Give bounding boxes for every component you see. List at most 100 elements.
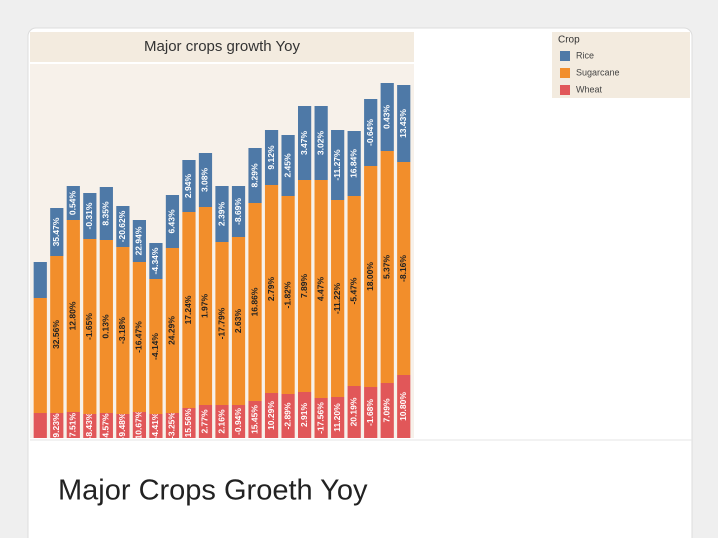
bar-segment <box>314 398 328 438</box>
bar-segment <box>33 262 47 298</box>
bar-segment <box>50 256 64 413</box>
bar-segment <box>215 242 229 405</box>
bar-segment <box>198 153 213 207</box>
data-label: 2.79% <box>266 277 276 302</box>
data-label: -9.48% <box>117 412 127 439</box>
bar-segment <box>231 405 246 438</box>
data-label: 7.89% <box>299 274 309 299</box>
data-label: -1.68% <box>365 399 375 426</box>
bar-segment <box>50 208 64 256</box>
bar-segment <box>231 186 246 237</box>
bar-segment <box>281 135 295 196</box>
bar-segment <box>298 392 312 438</box>
data-label: -4.34% <box>150 247 160 274</box>
data-label: 24.29% <box>167 316 177 345</box>
bar-segment <box>116 414 130 438</box>
data-label: 20.19% <box>348 397 358 426</box>
data-label: -16.47% <box>134 321 144 353</box>
data-label: -2.89% <box>282 402 292 429</box>
bar-segment <box>314 106 328 180</box>
legend-label: Sugarcane <box>576 67 620 77</box>
bar-segment <box>331 130 345 200</box>
data-label: -0.31% <box>84 202 94 229</box>
bar-segment <box>264 185 279 393</box>
data-label: 7.51% <box>68 413 78 438</box>
data-label: 9.12% <box>266 145 276 170</box>
bar-segment <box>33 413 47 438</box>
bar-segment <box>99 240 113 413</box>
data-label: 9.23% <box>51 413 61 438</box>
data-label: 3.08% <box>200 168 210 193</box>
bar-segment <box>215 186 229 242</box>
bar-segment <box>182 160 196 212</box>
bar-segment <box>215 405 229 438</box>
bar-segment <box>347 386 361 438</box>
data-label: -8.69% <box>233 198 243 225</box>
data-label: 8.29% <box>249 163 259 188</box>
legend-label: Wheat <box>576 84 603 94</box>
bar-segment <box>149 279 163 414</box>
legend-panel <box>552 32 690 98</box>
data-label: 10.67% <box>134 410 144 439</box>
data-label: 0.54% <box>68 191 78 216</box>
bar-segment <box>198 405 213 438</box>
data-label: -5.47% <box>348 277 358 304</box>
data-label: 2.39% <box>216 202 226 227</box>
bar-segment <box>132 262 146 412</box>
bar-segment <box>264 393 279 438</box>
bar-segment <box>83 414 97 438</box>
data-label: 10.80% <box>398 392 408 421</box>
bar-segment <box>380 83 394 151</box>
plot: 9.23% 7.51% -8.43% 4.57% -9.48% 10.67% -4.41% -… <box>33 83 411 439</box>
bar-segment <box>116 247 130 414</box>
data-label: 4.47% <box>315 277 325 302</box>
data-label: -11.27% <box>332 149 342 181</box>
data-label: -0.94% <box>233 408 243 435</box>
bar-segment <box>33 298 47 413</box>
bar-segment <box>347 131 361 196</box>
bar-segment <box>132 220 146 262</box>
data-label: 17.24% <box>183 295 193 324</box>
data-label: 10.29% <box>266 401 276 430</box>
data-label: 3.02% <box>315 131 325 156</box>
bar-segment <box>231 237 246 405</box>
bar-segment <box>182 212 196 408</box>
legend: Rice Sugarcane Wheat <box>560 50 620 95</box>
data-label: 0.43% <box>381 105 391 130</box>
bar-segment <box>83 239 97 414</box>
legend-swatch <box>560 85 570 95</box>
bar-segment <box>264 130 279 185</box>
bar-segment <box>347 196 361 386</box>
data-label: 13.43% <box>398 109 408 138</box>
data-label: 22.94% <box>134 226 144 255</box>
data-label: -3.25% <box>167 412 177 439</box>
data-label: -3.18% <box>117 317 127 344</box>
data-label: -1.82% <box>282 281 292 308</box>
card-title: Major Crops Groeth Yoy <box>58 475 368 507</box>
data-label: -17.56% <box>315 402 325 434</box>
bar-segment <box>83 193 97 239</box>
bar-segment <box>248 148 262 203</box>
data-label: -8.43% <box>84 412 94 439</box>
bar-segment <box>116 206 130 247</box>
legend-swatch <box>560 51 570 61</box>
data-label: 3.47% <box>299 131 309 156</box>
data-label: 2.91% <box>299 403 309 428</box>
data-label: -8.16% <box>398 255 408 282</box>
bar-segment <box>331 200 345 397</box>
chart-title: Major crops growth Yoy <box>144 38 300 55</box>
data-label: 32.56% <box>51 320 61 349</box>
bar-segment <box>149 243 163 279</box>
data-label: 16.84% <box>348 149 358 178</box>
bar-segment <box>380 383 394 438</box>
data-label: 15.56% <box>183 408 193 437</box>
bar-segment <box>298 180 312 392</box>
bar-segment <box>364 387 378 438</box>
title-band <box>30 32 414 62</box>
bar-segment <box>198 207 213 405</box>
data-label: -1.65% <box>84 313 94 340</box>
bar-segment <box>182 408 196 438</box>
legend-label: Rice <box>576 50 594 60</box>
data-label: 2.94% <box>183 174 193 199</box>
data-label: -4.14% <box>150 333 160 360</box>
